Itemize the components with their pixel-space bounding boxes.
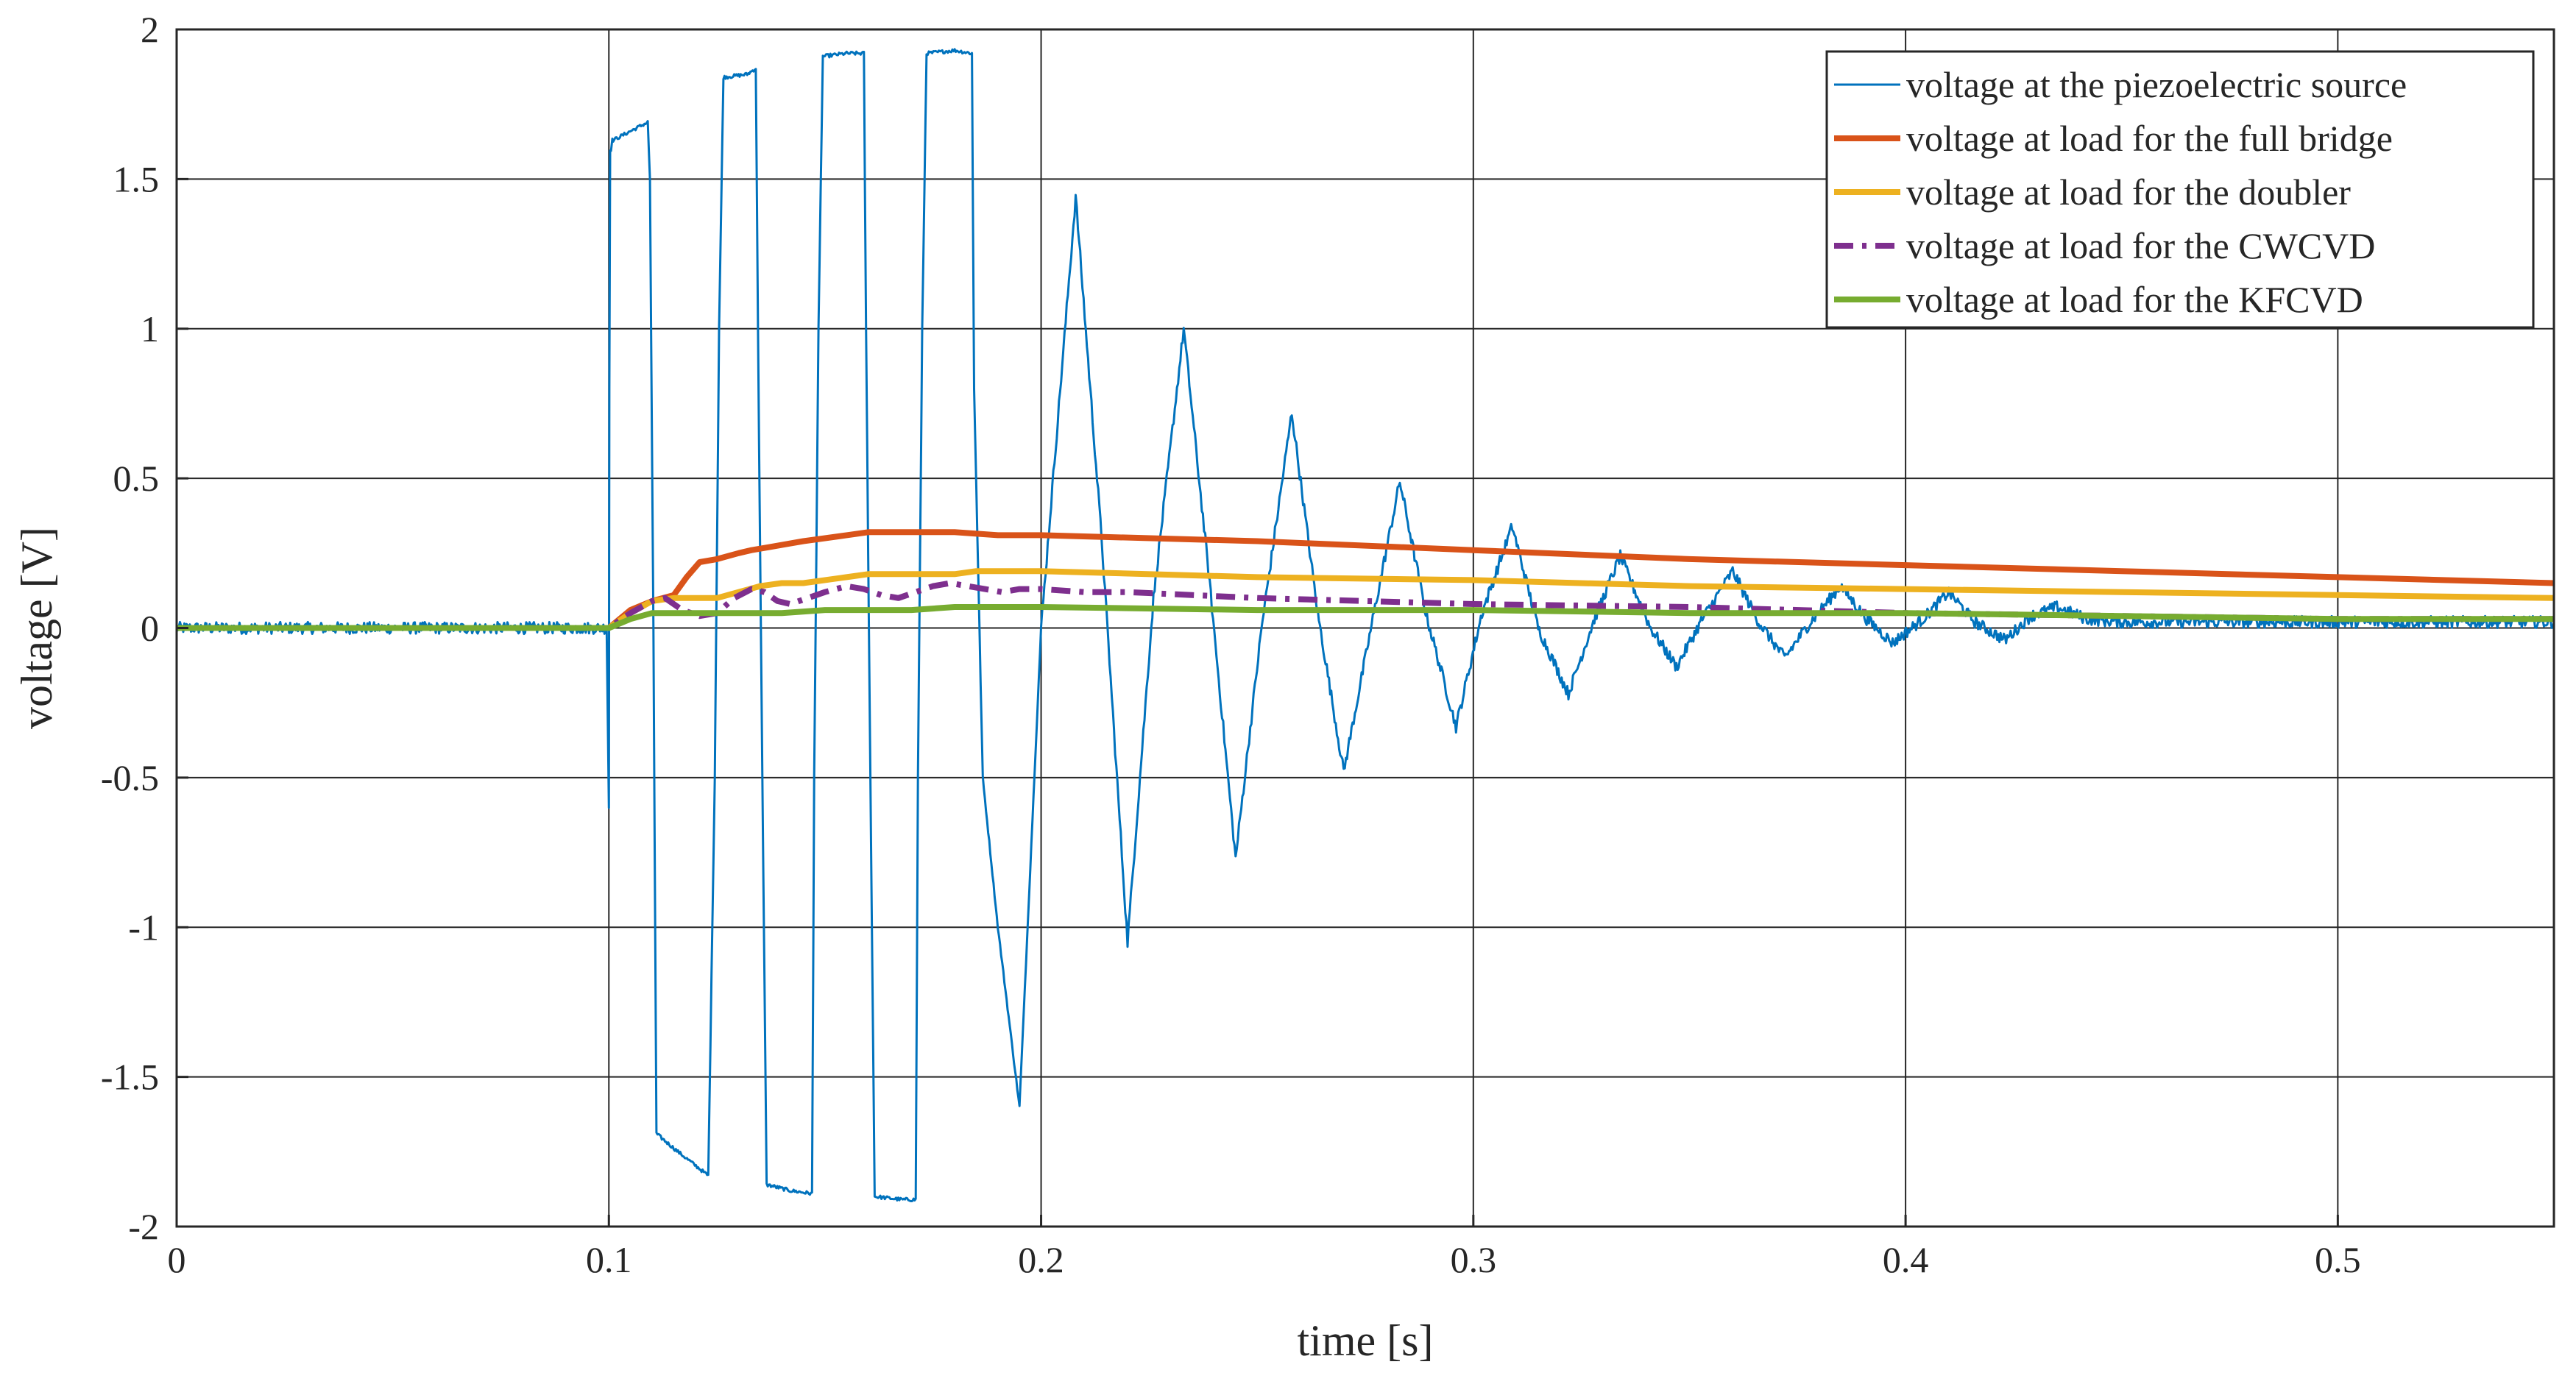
y-axis-title: voltage [V] [13, 527, 61, 729]
legend-label: voltage at the piezoelectric source [1906, 64, 2407, 105]
legend-label: voltage at load for the CWCVD [1906, 225, 2375, 266]
series-line-2 [177, 529, 2555, 631]
x-tick-label: 0 [168, 1239, 186, 1280]
legend-box [1825, 50, 2535, 329]
x-axis-title: time [s] [1298, 1316, 1434, 1365]
legend-label: voltage at load for the KFCVD [1906, 279, 2363, 320]
series-line-5 [177, 604, 2554, 631]
y-tick-label: -0.5 [101, 757, 159, 798]
y-tick-label: -2 [128, 1206, 159, 1247]
y-tick-label: 1.5 [113, 158, 160, 199]
y-tick-label: -1 [128, 906, 159, 948]
x-tick-label: 0.2 [1018, 1239, 1064, 1280]
y-axis-ticks: 2 1.5 1 0.5 0 -0.5 -1 -1.5 -2 [101, 9, 188, 1247]
x-tick-label: 0.3 [1451, 1239, 1497, 1280]
x-axis-ticks: 0 0.1 0.2 0.3 0.4 0.5 [168, 1215, 2361, 1280]
legend-label: voltage at load for the doubler [1906, 171, 2351, 213]
series-layer [175, 48, 2555, 1202]
legend: voltage at the piezoelectric source volta… [1825, 50, 2535, 329]
legend-label: voltage at load for the full bridge [1906, 118, 2393, 159]
y-tick-label: 2 [141, 9, 159, 50]
series-line-3 [177, 568, 2555, 631]
y-tick-label: 0.5 [113, 458, 160, 499]
y-tick-label: 0 [141, 608, 159, 649]
y-tick-label: -1.5 [101, 1057, 159, 1098]
x-tick-label: 0.1 [586, 1239, 632, 1280]
x-tick-label: 0.5 [2315, 1239, 2361, 1280]
y-tick-label: 1 [141, 308, 159, 349]
x-tick-label: 0.4 [1883, 1239, 1929, 1280]
